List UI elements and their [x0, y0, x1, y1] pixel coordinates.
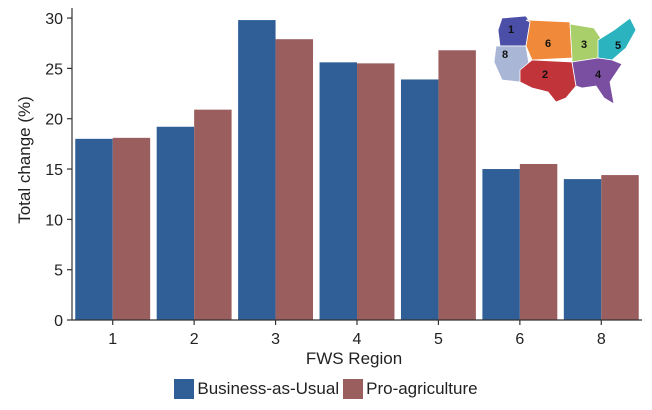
- bar-pro-agriculture-region-5: [438, 50, 476, 321]
- bar-pro-agriculture-region-2: [194, 109, 232, 320]
- bar-pro-agriculture-region-1: [112, 137, 151, 320]
- bar-business-as-usual-region-5: [400, 79, 439, 320]
- y-tick-label: 20: [45, 112, 63, 129]
- x-tick-label: 6: [515, 331, 524, 348]
- x-tick-label: 4: [353, 331, 362, 348]
- x-ticks: 1 2 3 4 5 6 8: [108, 320, 606, 348]
- map-label-6: 6: [545, 38, 551, 50]
- map-region-2: [519, 59, 577, 103]
- y-tick-label: 15: [45, 162, 63, 179]
- bar-business-as-usual-region-8: [563, 179, 602, 320]
- map-label-3: 3: [581, 39, 587, 51]
- x-tick-label: 2: [190, 331, 199, 348]
- bar-business-as-usual-region-3: [238, 20, 276, 320]
- map-label-4: 4: [595, 69, 602, 81]
- legend: Business-as-Usual Pro-agriculture: [0, 374, 652, 404]
- bar-business-as-usual-region-1: [75, 138, 113, 320]
- bar-pro-agriculture-region-8: [601, 175, 639, 320]
- x-axis-title: FWS Region: [306, 349, 402, 368]
- y-tick-label: 5: [54, 263, 63, 280]
- x-tick-label: 1: [108, 331, 117, 348]
- map-region-5: [597, 17, 637, 61]
- y-ticks: 0 5 10 15 20 25 30: [45, 11, 72, 330]
- legend-item-business-as-usual: Business-as-Usual: [174, 379, 339, 399]
- y-tick-label: 25: [45, 61, 63, 78]
- map-label-8: 8: [502, 49, 508, 61]
- y-axis-title: Total change (%): [15, 96, 34, 224]
- bar-pro-agriculture-region-3: [275, 39, 314, 320]
- bar-pro-agriculture-region-4: [357, 63, 395, 321]
- bar-business-as-usual-region-4: [319, 62, 357, 320]
- legend-label-business-as-usual: Business-as-Usual: [197, 379, 340, 398]
- map-region-4: [571, 57, 623, 105]
- x-tick-label: 3: [271, 331, 280, 348]
- us-region-map: 1 8 6 3 5 2 4: [493, 15, 637, 105]
- legend-swatch-business-as-usual: [174, 379, 195, 399]
- map-label-1: 1: [508, 24, 514, 36]
- legend-swatch-pro-agriculture: [343, 379, 364, 399]
- x-tick-label: 8: [597, 331, 606, 348]
- legend-label-pro-agriculture: Pro-agriculture: [366, 379, 478, 398]
- map-label-2: 2: [542, 69, 548, 81]
- x-tick-label: 5: [434, 331, 443, 348]
- bar-business-as-usual-region-6: [482, 169, 520, 320]
- y-tick-label: 0: [54, 313, 63, 330]
- bar-pro-agriculture-region-6: [519, 164, 558, 320]
- legend-item-pro-agriculture: Pro-agriculture: [343, 379, 478, 399]
- map-label-5: 5: [615, 40, 621, 52]
- y-tick-label: 30: [45, 11, 63, 28]
- bar-business-as-usual-region-2: [156, 126, 195, 320]
- y-tick-label: 10: [45, 212, 63, 229]
- bars-group: [75, 20, 639, 321]
